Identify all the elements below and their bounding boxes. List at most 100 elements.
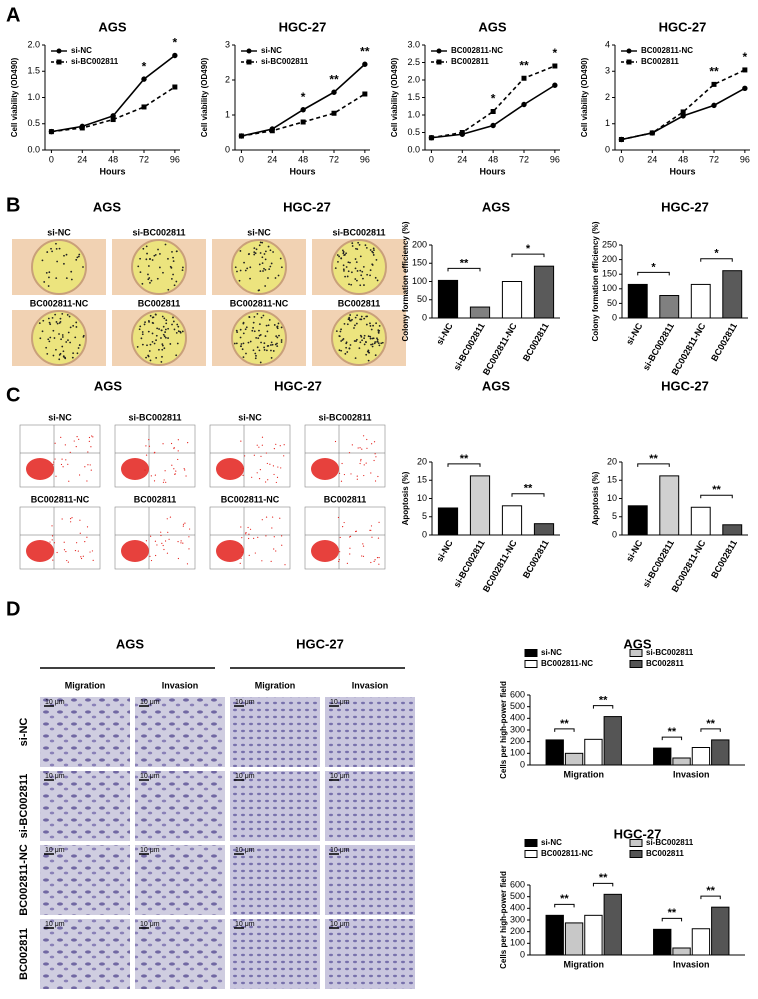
row-label: si-BC002811 <box>18 774 30 839</box>
colony-dot <box>161 315 164 318</box>
marker <box>711 81 717 87</box>
colony-dot <box>349 314 352 316</box>
bracket <box>554 903 575 908</box>
colony-dot <box>49 323 52 326</box>
colony-dot <box>175 250 178 253</box>
flow-dot <box>173 468 175 470</box>
flow-dot <box>377 537 380 539</box>
colony-dot <box>51 250 53 253</box>
flow-dot <box>65 550 67 553</box>
flow-dot <box>174 473 176 475</box>
colony-dot <box>172 273 174 276</box>
colony-dot <box>71 356 74 359</box>
cell-cloud <box>121 458 149 480</box>
flow-dot <box>61 458 63 460</box>
legend-swatch <box>629 649 643 657</box>
colony-dot <box>47 285 50 287</box>
flow-dot <box>52 559 54 561</box>
colony-dot <box>351 245 354 247</box>
colony-dot <box>72 324 75 327</box>
x-tick-label: 24 <box>267 154 277 164</box>
cell-cloud <box>216 540 244 562</box>
x-axis-label: Hours <box>479 166 505 176</box>
significance: * <box>173 36 178 50</box>
y-axis-label: Cell viability (OD490) <box>390 57 399 137</box>
flow-dot <box>280 467 282 469</box>
colony-dot <box>167 327 170 330</box>
colony-dot <box>161 343 164 346</box>
colony-dot <box>254 252 257 255</box>
y-axis-label: Apoptosis (%) <box>401 471 410 525</box>
x-tick-label: 96 <box>550 154 560 164</box>
scale-label: 10 μm <box>140 847 160 854</box>
group-title: HGC-27 <box>274 378 322 393</box>
dish-label: BC002811-NC <box>230 298 289 308</box>
colony-dot <box>48 271 51 274</box>
dish <box>31 239 87 295</box>
flow-dot <box>240 440 242 442</box>
flow-label: si-BC002811 <box>128 412 181 422</box>
marker <box>362 61 368 67</box>
colony-dot <box>273 324 276 326</box>
flow-dot <box>184 522 186 524</box>
colony-dot <box>258 323 261 326</box>
colony-dot <box>257 289 260 292</box>
colony-dot <box>270 262 273 265</box>
flow-dot <box>188 536 190 538</box>
colony-dot <box>75 326 78 328</box>
x-tick-label: BC002811-NC <box>670 321 708 377</box>
y-tick-label: 600 <box>510 689 525 699</box>
column-header: Migration <box>255 680 296 690</box>
flow-dot <box>68 480 70 482</box>
colony-dot <box>55 321 58 323</box>
colony-dot <box>359 334 362 337</box>
colony-dot <box>76 352 79 355</box>
colony-dot <box>371 343 374 346</box>
flow-label: BC002811-NC <box>221 494 280 504</box>
chart-title: HGC-27 <box>661 199 709 214</box>
flow-dot <box>78 474 81 476</box>
bar <box>690 283 711 319</box>
colony-dot <box>155 334 158 337</box>
colony-dot <box>78 253 81 256</box>
x-tick-label: 24 <box>77 154 87 164</box>
chart-title: AGS <box>482 199 511 214</box>
flow-dot <box>67 463 69 465</box>
flow-dot <box>256 472 258 474</box>
x-tick-label: Invasion <box>673 959 710 969</box>
x-axis-label: Hours <box>669 166 695 176</box>
y-axis-label: Cells per high-power field <box>499 681 508 779</box>
flow-dot <box>281 535 283 537</box>
colony-dot <box>233 342 236 345</box>
colony-dot <box>140 337 143 340</box>
colony-dot <box>276 342 278 345</box>
flow-dot <box>61 518 63 520</box>
y-tick-label: 400 <box>510 713 525 723</box>
significance: ** <box>706 718 715 730</box>
colony-dot <box>375 258 378 261</box>
flow-dot <box>165 481 167 483</box>
x-tick-label: 0 <box>49 154 54 164</box>
colony-dot <box>363 334 366 337</box>
colony-dot <box>349 319 351 322</box>
colony-dot <box>270 349 272 352</box>
y-tick-label: 2.5 <box>407 57 420 67</box>
flow-label: BC002811 <box>134 494 177 504</box>
colony-dot <box>258 349 261 352</box>
bracket <box>511 253 545 258</box>
colony-dot <box>243 261 245 264</box>
colony-dot <box>61 345 64 348</box>
y-tick-label: 0 <box>422 312 427 322</box>
flow-dot <box>271 527 273 529</box>
bar <box>533 523 555 536</box>
flow-dot <box>180 540 182 542</box>
colony-dot <box>369 337 372 340</box>
colony-dot <box>146 344 148 347</box>
colony-dot <box>78 344 81 346</box>
marker <box>552 63 558 69</box>
colony-dot <box>52 329 55 332</box>
colony-dot <box>41 330 44 333</box>
colony-dot <box>340 340 343 342</box>
colony-dot <box>361 270 364 273</box>
bracket <box>447 463 481 467</box>
